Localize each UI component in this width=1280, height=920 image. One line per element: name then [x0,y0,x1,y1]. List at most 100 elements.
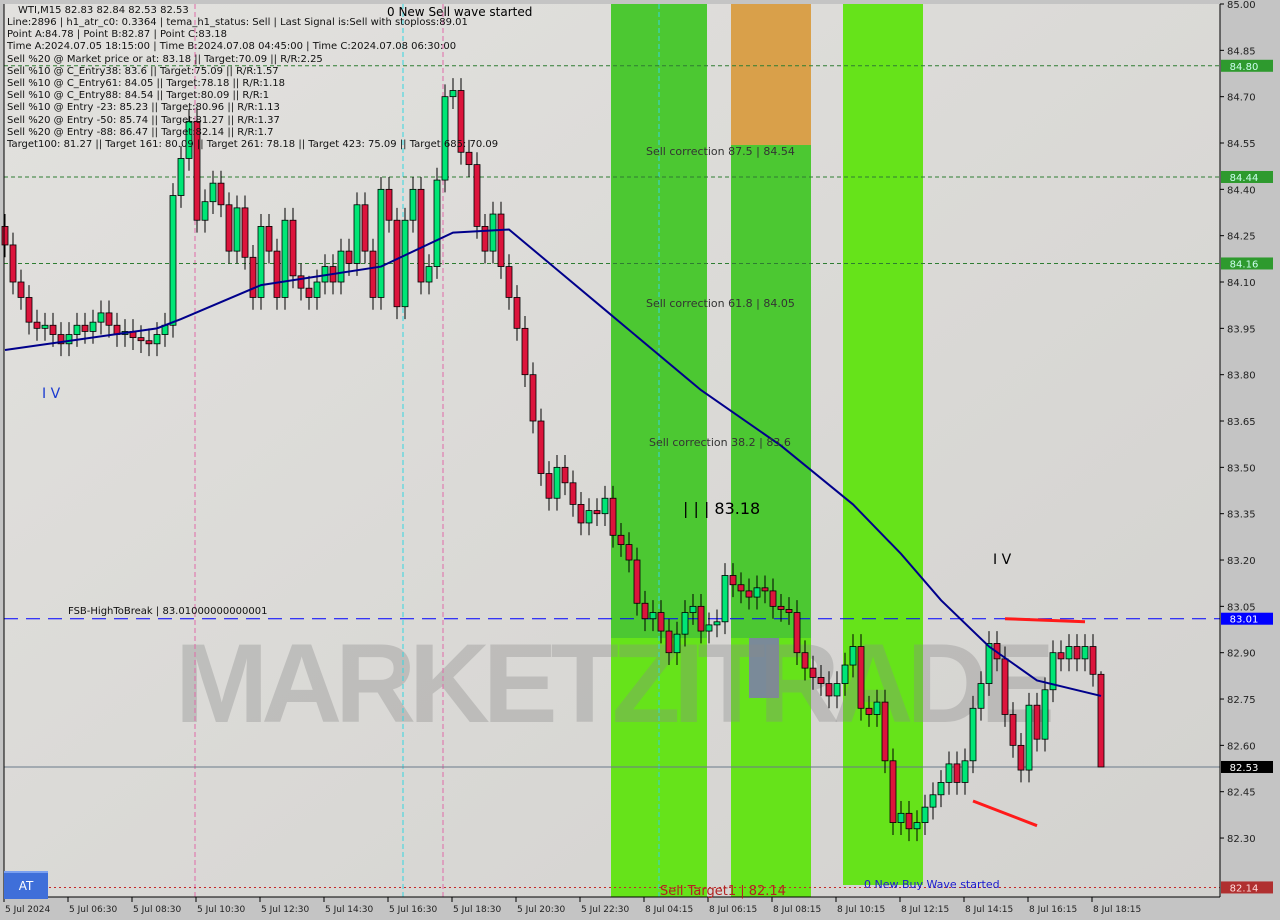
y-tick-label: 83.80 [1227,371,1256,382]
bullish-candle [585,510,593,524]
price-level-tag [1221,612,1273,625]
bullish-candle [705,624,713,632]
bearish-candle [817,677,825,684]
x-tick-label: 5 Jul 08:30 [133,905,182,915]
sell-correction-618: Sell correction 61.8 | 84.05 [646,297,795,310]
bullish-candle [753,587,761,598]
y-tick-label: 84.85 [1227,46,1256,57]
bullish-candle [185,120,193,159]
bearish-candle [953,763,961,783]
auto-trading-button[interactable]: AT [4,871,48,899]
bearish-candle [1009,714,1017,746]
y-tick-label: 84.10 [1227,278,1256,289]
watermark-block [749,638,779,698]
trendline [972,799,1038,828]
bullish-candle [233,207,241,252]
info-line: Point A:84.78 | Point B:82.87 | Point C:… [7,29,227,41]
y-tick-label: 82.75 [1227,695,1256,706]
x-tick-label: 5 Jul 22:30 [581,905,630,915]
bearish-candle [801,652,809,669]
info-line: Sell %10 @ C_Entry38: 83.6 || Target:75.… [7,65,279,77]
bullish-candle [41,324,49,329]
x-tick-label: 5 Jul 14:30 [325,905,374,915]
y-tick-label: 83.05 [1227,602,1256,613]
bearish-candle [865,707,873,715]
price-level-tag [1221,760,1273,773]
y-tick-label: 83.95 [1227,324,1256,335]
x-tick-label: 8 Jul 16:15 [1029,905,1077,915]
x-tick-label: 8 Jul 18:15 [1093,905,1141,915]
x-tick-label: 8 Jul 12:15 [901,905,949,915]
bullish-candle [873,701,881,715]
bearish-candle [217,182,225,206]
bullish-candle [73,324,81,335]
y-tick-label: 83.20 [1227,556,1256,567]
bearish-candle [665,630,673,654]
bullish-candle [153,334,161,345]
bearish-candle [385,188,393,221]
info-line: Sell %20 @ Market price or at: 83.18 || … [7,53,323,65]
price-level-tag [1221,257,1273,270]
bearish-candle [745,590,753,598]
bullish-candle [913,822,921,830]
bullish-candle [833,683,841,697]
bearish-candle [1089,646,1097,675]
y-tick-label: 82.45 [1227,788,1256,799]
bullish-candle [377,188,385,298]
bullish-candle [721,575,729,623]
bullish-candle [1025,704,1033,771]
bearish-candle [641,602,649,620]
x-tick-label: 5 Jul 06:30 [69,905,118,915]
bearish-candle [481,226,489,252]
y-tick-label: 83.65 [1227,417,1256,428]
bullish-candle [937,782,945,796]
y-tick-label: 84.25 [1227,232,1256,243]
bearish-candle [369,250,377,298]
y-tick-label: 82.90 [1227,649,1256,660]
signal-zone [731,145,811,638]
moving-average-line [4,228,1102,697]
bearish-candle [577,504,585,524]
bullish-candle [985,643,993,684]
bullish-candle [281,219,289,298]
bullish-candle [849,646,857,666]
x-tick-label: 8 Jul 08:15 [773,905,821,915]
bearish-candle [265,226,273,252]
info-line: Time A:2024.07.05 18:15:00 | Time B:2024… [7,41,457,53]
bearish-candle [25,297,33,323]
bullish-candle [977,683,985,709]
bearish-candle [905,812,913,830]
bullish-candle [441,96,449,181]
x-tick-label: 5 Jul 16:30 [389,905,438,915]
x-tick-label: 5 Jul 2024 [5,905,50,915]
bullish-candle [897,812,905,823]
symbol-ohlc: WTI,M15 82.83 82.84 82.53 82.53 [18,5,189,16]
bearish-candle [625,544,633,561]
bearish-candle [657,612,665,632]
x-tick-label: 8 Jul 06:15 [709,905,757,915]
bullish-candle [1041,689,1049,740]
bearish-candle [561,466,569,484]
bullish-candle [1049,652,1057,691]
bullish-candle [353,204,361,264]
wave-3-label: | | | 83.18 [683,499,761,518]
bearish-candle [545,473,553,499]
bullish-candle [489,213,497,252]
info-line: Target100: 81.27 || Target 161: 80.09 ||… [7,139,499,150]
x-tick-label: 5 Jul 20:30 [517,905,566,915]
y-tick-label: 84.70 [1227,93,1256,104]
bearish-candle [785,609,793,613]
bearish-candle [793,612,801,654]
bearish-candle [145,340,153,345]
bearish-candle [105,312,113,326]
bearish-candle [81,324,89,332]
x-tick-label: 5 Jul 10:30 [197,905,246,915]
x-tick-label: 8 Jul 04:15 [645,905,693,915]
bearish-candle [633,559,641,604]
bullish-candle [337,250,345,283]
bullish-candle [65,334,73,345]
x-tick-label: 8 Jul 14:15 [965,905,1013,915]
price-level-value: 84.80 [1230,62,1259,73]
trendline [1004,617,1086,624]
